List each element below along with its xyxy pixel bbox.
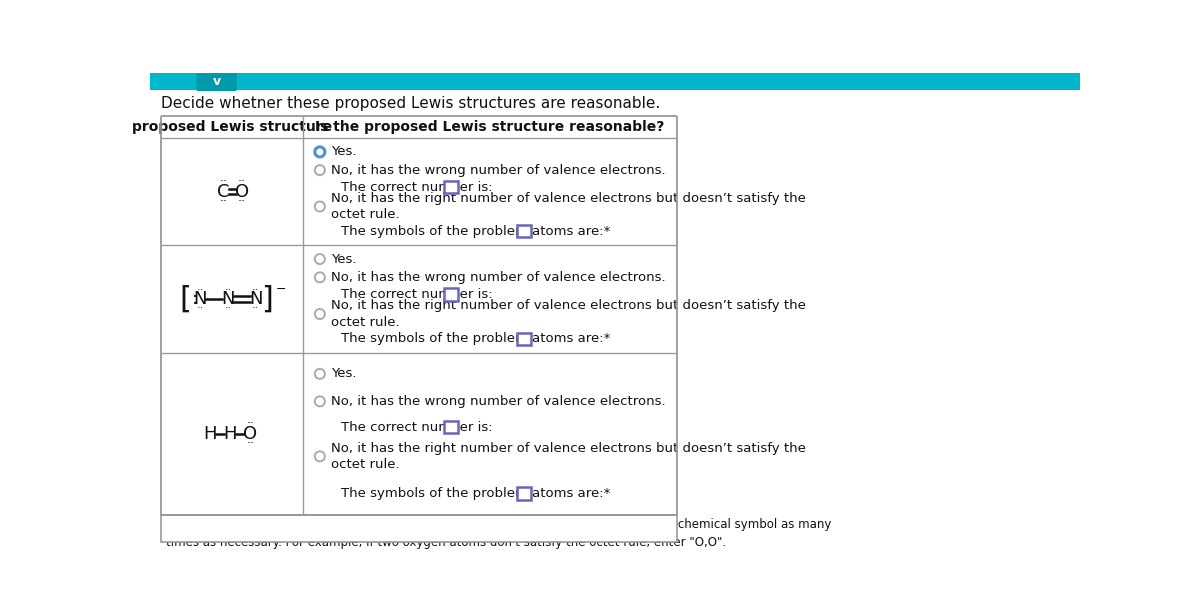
Text: O: O bbox=[244, 425, 258, 443]
Text: No, it has the wrong number of valence electrons.: No, it has the wrong number of valence e… bbox=[331, 271, 666, 284]
Text: C: C bbox=[217, 183, 229, 200]
Text: The correct number is:: The correct number is: bbox=[341, 288, 492, 301]
Text: v: v bbox=[212, 75, 221, 89]
FancyBboxPatch shape bbox=[517, 332, 532, 345]
Text: proposed Lewis structure: proposed Lewis structure bbox=[132, 120, 332, 134]
Text: The symbols of the problem atoms are:*: The symbols of the problem atoms are:* bbox=[341, 487, 610, 500]
Text: ··: ·· bbox=[238, 195, 246, 208]
Text: The symbols of the problem atoms are:*: The symbols of the problem atoms are:* bbox=[341, 332, 610, 345]
Text: The correct number is:: The correct number is: bbox=[341, 181, 492, 194]
Text: Yes.: Yes. bbox=[331, 367, 356, 381]
Text: N: N bbox=[221, 290, 235, 308]
Text: ··: ·· bbox=[252, 285, 259, 295]
Text: No, it has the wrong number of valence electrons.: No, it has the wrong number of valence e… bbox=[331, 395, 666, 408]
Text: No, it has the right number of valence electrons but doesn’t satisfy the
octet r: No, it has the right number of valence e… bbox=[331, 442, 806, 471]
Text: N: N bbox=[250, 290, 263, 308]
Text: −: − bbox=[275, 283, 286, 296]
FancyBboxPatch shape bbox=[150, 73, 1080, 90]
FancyBboxPatch shape bbox=[197, 73, 236, 91]
Text: ··: ·· bbox=[197, 303, 204, 313]
Text: Is the proposed Lewis structure reasonable?: Is the proposed Lewis structure reasonab… bbox=[316, 120, 665, 134]
Text: ]: ] bbox=[262, 285, 274, 313]
Text: No, it has the right number of valence electrons but doesn’t satisfy the
octet r: No, it has the right number of valence e… bbox=[331, 299, 806, 329]
Text: :: : bbox=[192, 290, 198, 308]
Text: The correct number is:: The correct number is: bbox=[341, 421, 492, 434]
Text: Decide whetner these proposed Lewis structures are reasonable.: Decide whetner these proposed Lewis stru… bbox=[161, 97, 660, 111]
Text: O: O bbox=[235, 183, 248, 200]
Text: ··: ·· bbox=[246, 417, 254, 430]
Text: Yes.: Yes. bbox=[331, 145, 356, 158]
FancyBboxPatch shape bbox=[161, 514, 677, 542]
FancyBboxPatch shape bbox=[444, 288, 458, 301]
Text: ··: ·· bbox=[197, 285, 204, 295]
Text: ··: ·· bbox=[224, 303, 232, 313]
Text: ··: ·· bbox=[246, 437, 254, 450]
Text: N: N bbox=[193, 290, 206, 308]
Text: H: H bbox=[203, 425, 217, 443]
Text: ··: ·· bbox=[252, 303, 259, 313]
FancyBboxPatch shape bbox=[517, 488, 532, 500]
Text: ··: ·· bbox=[238, 175, 246, 188]
FancyBboxPatch shape bbox=[444, 181, 458, 194]
Text: * If two or more atoms of the same element don't satisfy the octet rule, just en: * If two or more atoms of the same eleme… bbox=[166, 518, 830, 549]
Text: No, it has the right number of valence electrons but doesn’t satisfy the
octet r: No, it has the right number of valence e… bbox=[331, 192, 806, 221]
Text: Yes.: Yes. bbox=[331, 252, 356, 266]
Text: The symbols of the problem atoms are:*: The symbols of the problem atoms are:* bbox=[341, 225, 610, 238]
Text: ··: ·· bbox=[220, 175, 227, 188]
Text: H: H bbox=[223, 425, 238, 443]
FancyBboxPatch shape bbox=[444, 421, 458, 433]
Text: No, it has the wrong number of valence electrons.: No, it has the wrong number of valence e… bbox=[331, 164, 666, 177]
FancyBboxPatch shape bbox=[517, 225, 532, 237]
Text: ··: ·· bbox=[224, 285, 232, 295]
Text: [: [ bbox=[179, 285, 191, 313]
Text: ··: ·· bbox=[220, 195, 227, 208]
